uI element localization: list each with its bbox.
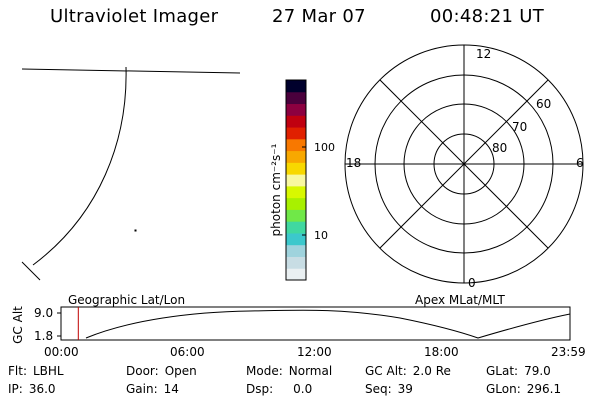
timeline-frame (60, 306, 571, 341)
colorbar-frame (285, 79, 307, 281)
date-readout: 27 Mar 07 (272, 6, 366, 27)
polar-label-mlt-0: 0 (468, 276, 476, 290)
info-gc-alt-value: 2.0 Re (412, 364, 451, 378)
time-readout: 00:48:21 UT (430, 6, 545, 27)
colorbar-segment (286, 268, 306, 281)
info-ip: IP: 36.0 (8, 382, 56, 396)
colorbar-segment (286, 256, 306, 269)
timeline-tick-1200: 12:00 (297, 345, 332, 359)
timeline-tick-1800: 18:00 (424, 345, 459, 359)
info-dsp-key: Dsp: (246, 382, 274, 396)
timeline-left-caption: Geographic Lat/Lon (68, 293, 186, 307)
colorbar-unit-label: photon cm⁻²s⁻¹ (269, 143, 283, 237)
colorbar-segment (286, 150, 306, 163)
polar-label-mlat-70: 70 (512, 120, 528, 134)
colorbar-segment (286, 232, 306, 246)
info-ip-value: 36.0 (28, 382, 56, 396)
info-door-key: Door: (126, 364, 159, 378)
colorbar-segment (286, 103, 306, 116)
info-dsp: Dsp: 0.0 (246, 382, 312, 396)
info-glat-value: 79.0 (524, 364, 551, 378)
info-gain-key: Gain: (126, 382, 158, 396)
colorbar-segment (286, 91, 306, 105)
info-door-value: Open (164, 364, 197, 378)
map-edge-line (21, 261, 41, 281)
colorbar-segment (286, 197, 306, 210)
info-gc-alt-key: GC Alt: (365, 364, 407, 378)
info-mode-key: Mode: (246, 364, 283, 378)
colorbar-segment (286, 174, 306, 187)
polar-label-mlat-60: 60 (536, 97, 552, 111)
timeline-tick-2359: 23:59 (551, 345, 586, 359)
timeline-tick-0600: 06:00 (170, 345, 205, 359)
info-ip-key: IP: (8, 382, 23, 396)
info-dsp-value: 0.0 (293, 382, 313, 396)
colorbar-segment (286, 185, 306, 199)
instrument-title: Ultraviolet Imager (50, 6, 219, 27)
timeline-y-bottom: 1.8 (34, 329, 54, 343)
colorbar-segment (286, 221, 306, 234)
info-gain-value: 14 (163, 382, 179, 396)
timeline-y-top: 9.0 (34, 306, 54, 320)
info-glon-key: GLon: (486, 382, 521, 396)
info-seq-value: 39 (397, 382, 413, 396)
timeline-right-caption: Apex MLat/MLT (415, 293, 505, 307)
colorbar-segment (286, 244, 306, 257)
polar-grid (344, 44, 584, 284)
map-latitude-line (21, 68, 241, 74)
info-seq: Seq: 39 (365, 382, 413, 396)
info-gc-alt: GC Alt: 2.0 Re (365, 364, 451, 378)
colorbar-tick-10: 10 (314, 229, 328, 242)
colorbar-segment (286, 162, 306, 175)
colorbar-segment (286, 80, 306, 93)
info-gain: Gain: 14 (126, 382, 179, 396)
color-scale-bar (285, 79, 307, 281)
polar-label-mlat-80: 80 (492, 141, 508, 155)
info-mode: Mode: Normal (246, 364, 332, 378)
colorbar-segment (286, 209, 306, 222)
colorbar-tick-100: 100 (314, 141, 335, 154)
colorbar-segment (286, 127, 306, 140)
map-dot (134, 229, 137, 232)
timeline-panel (57, 306, 571, 341)
polar-label-mlt-18: 18 (346, 156, 362, 170)
info-glon: GLon: 296.1 (486, 382, 561, 396)
info-glat-key: GLat: (486, 364, 519, 378)
polar-label-mlt-6: 6 (576, 156, 584, 170)
timeline-tick-0000: 00:00 (44, 345, 79, 359)
altitude-curve (85, 309, 571, 339)
polar-diagonal-2 (379, 79, 549, 249)
info-door: Door: Open (126, 364, 197, 378)
geographic-map-panel (21, 66, 241, 281)
info-glon-value: 296.1 (526, 382, 562, 396)
info-glat: GLat: 79.0 (486, 364, 551, 378)
polar-label-mlt-12: 12 (476, 47, 492, 61)
info-filter: Flt: LBHL (8, 364, 64, 378)
info-mode-value: Normal (288, 364, 333, 378)
info-filter-key: Flt: (8, 364, 27, 378)
info-seq-key: Seq: (365, 382, 392, 396)
timeline-y-axis-label: GC Alt (11, 306, 25, 344)
info-filter-value: LBHL (32, 364, 64, 378)
colorbar-segment (286, 138, 306, 152)
colorbar-segment (286, 115, 306, 128)
map-coastline-curve (32, 66, 127, 266)
